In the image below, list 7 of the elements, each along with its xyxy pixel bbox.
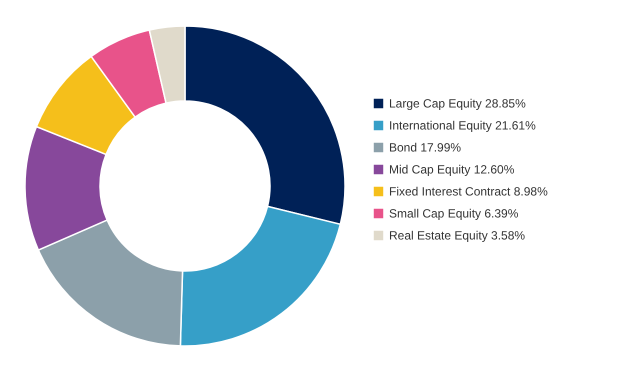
legend-label: Fixed Interest Contract 8.98% (389, 184, 548, 198)
legend-label: Mid Cap Equity 12.60% (389, 162, 515, 176)
legend-label: Bond 17.99% (389, 140, 462, 154)
legend-label: Large Cap Equity 28.85% (389, 96, 526, 110)
legend-label: International Equity 21.61% (389, 118, 536, 132)
legend-label: Real Estate Equity 3.58% (389, 228, 526, 242)
legend-label: Small Cap Equity 6.39% (389, 206, 519, 220)
